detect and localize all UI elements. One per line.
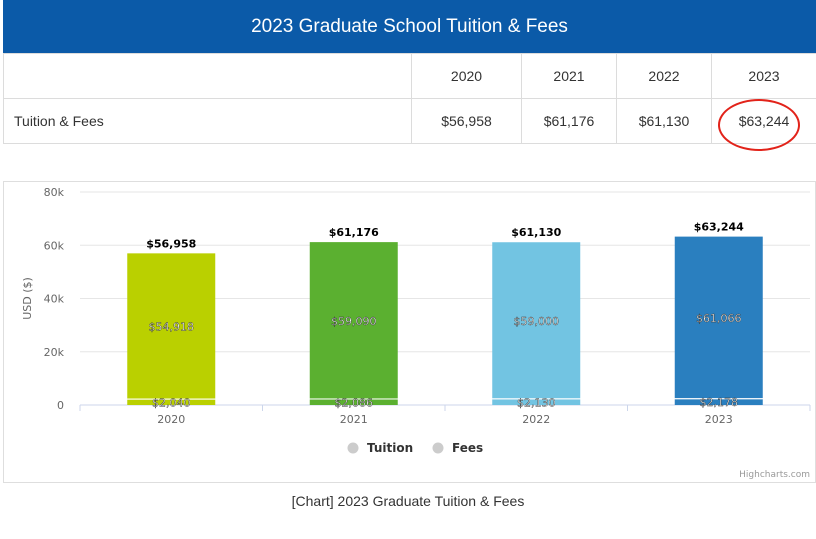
stacked-bar-chart: 0 20k 40k 60k 80k USD ($) $54,918 $2,040 $56,958… bbox=[21, 186, 811, 480]
data-label-fees: $2,086 bbox=[335, 396, 374, 409]
data-label-fees: $2,040 bbox=[152, 397, 191, 410]
y-tick-label: 20k bbox=[44, 346, 65, 359]
row-label: Tuition & Fees bbox=[3, 98, 412, 144]
data-label-total: $61,130 bbox=[511, 226, 561, 239]
data-label-total: $61,176 bbox=[329, 226, 379, 239]
highlight-circle bbox=[718, 99, 800, 151]
data-label-tuition: $54,918 bbox=[149, 320, 195, 333]
legend-marker bbox=[347, 442, 359, 454]
table-title: 2023 Graduate School Tuition & Fees bbox=[3, 0, 816, 53]
bar-fees bbox=[674, 399, 763, 405]
tuition-table: 2023 Graduate School Tuition & Fees 2020… bbox=[3, 0, 816, 151]
data-label-tuition: $59,090 bbox=[331, 315, 377, 328]
header-year: 2020 bbox=[411, 53, 522, 99]
table-cell: $61,130 bbox=[616, 98, 712, 144]
table-header-row: 2020 2021 2022 2023 bbox=[3, 53, 816, 99]
bar-tuition bbox=[309, 242, 398, 399]
bar-tuition bbox=[674, 236, 763, 399]
table-cell: $56,958 bbox=[411, 98, 522, 144]
table-cell-highlighted: $63,244 bbox=[711, 98, 816, 151]
x-tick-label: 2021 bbox=[340, 413, 368, 426]
header-empty bbox=[3, 53, 412, 99]
data-label-fees: $2,130 bbox=[517, 396, 556, 409]
data-label-tuition: $61,066 bbox=[696, 312, 742, 325]
table-row: Tuition & Fees $56,958 $61,176 $61,130 $… bbox=[3, 98, 816, 151]
y-tick-label: 40k bbox=[44, 293, 65, 306]
legend-item-fees: Fees bbox=[452, 441, 483, 455]
x-tick-label: 2023 bbox=[705, 413, 733, 426]
header-year: 2022 bbox=[616, 53, 712, 99]
data-label-fees: $2,178 bbox=[700, 396, 739, 409]
bar-fees bbox=[127, 399, 216, 405]
data-label-tuition: $59,000 bbox=[514, 315, 560, 328]
legend-item-tuition: Tuition bbox=[367, 441, 413, 455]
chart-credits: Highcharts.com bbox=[739, 470, 810, 480]
legend-marker bbox=[432, 442, 444, 454]
data-label-total: $56,958 bbox=[146, 237, 196, 250]
x-tick-label: 2022 bbox=[522, 413, 550, 426]
bar-fees bbox=[309, 399, 398, 405]
chart-caption: [Chart] 2023 Graduate Tuition & Fees bbox=[291, 493, 525, 509]
data-label-total: $63,244 bbox=[694, 221, 744, 234]
highlighted-value: $63,244 bbox=[738, 113, 790, 129]
fees-table: 2020 2021 2022 2023 Tuition & Fees $56,9… bbox=[3, 53, 816, 151]
y-axis-title: USD ($) bbox=[21, 277, 34, 320]
header-year: 2023 bbox=[711, 53, 816, 99]
chart-container: 0 20k 40k 60k 80k USD ($) $54,918 $2,040 $56,958… bbox=[3, 181, 816, 483]
bar-fees bbox=[492, 399, 581, 405]
bar-tuition bbox=[127, 253, 216, 399]
x-tick-label: 2020 bbox=[157, 413, 185, 426]
y-tick-label: 80k bbox=[44, 186, 65, 199]
y-tick-label: 60k bbox=[44, 239, 65, 252]
bar-tuition bbox=[492, 242, 581, 399]
header-year: 2021 bbox=[521, 53, 617, 99]
table-cell: $61,176 bbox=[521, 98, 617, 144]
y-tick-label: 0 bbox=[57, 399, 64, 412]
